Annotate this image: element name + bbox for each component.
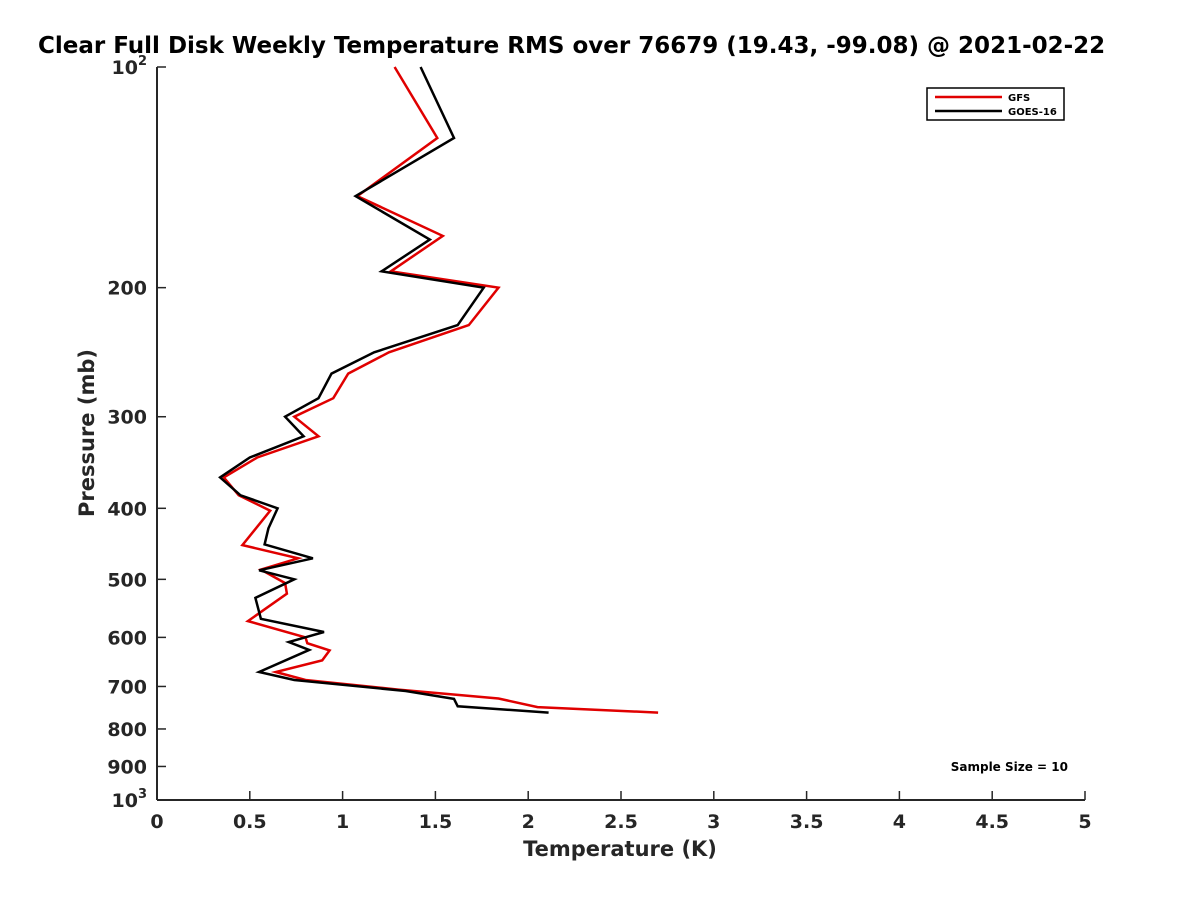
legend: GFS GOES-16 bbox=[926, 87, 1065, 121]
y-tick-label: 600 bbox=[107, 627, 147, 649]
x-axis-label: Temperature (K) bbox=[523, 837, 717, 861]
y-tick-label: 400 bbox=[107, 498, 147, 520]
x-tick-label: 3 bbox=[707, 811, 720, 833]
x-tick-label: 4.5 bbox=[975, 811, 1009, 833]
x-tick-label: 2.5 bbox=[604, 811, 638, 833]
y-tick-label: 700 bbox=[107, 676, 147, 698]
x-tick-label: 1.5 bbox=[419, 811, 453, 833]
x-tick-label: 0 bbox=[150, 811, 163, 833]
legend-label-goes16: GOES-16 bbox=[1008, 107, 1057, 118]
axes: 0 0.5 1 1.5 2 2.5 3 3.5 4 4.5 5 102 200 300 400 500 600 7… bbox=[107, 54, 1091, 833]
y-tick-label: 500 bbox=[107, 569, 147, 591]
chart-title: Clear Full Disk Weekly Temperature RMS o… bbox=[38, 33, 1105, 59]
y-tick-label: 800 bbox=[107, 719, 147, 741]
legend-label-gfs: GFS bbox=[1008, 93, 1030, 104]
y-tick-label: 103 bbox=[112, 787, 148, 812]
x-tick-label: 5 bbox=[1078, 811, 1091, 833]
x-tick-label: 3.5 bbox=[790, 811, 824, 833]
y-tick-label: 300 bbox=[107, 407, 147, 429]
x-tick-label: 1 bbox=[336, 811, 349, 833]
x-tick-label: 2 bbox=[522, 811, 535, 833]
x-tick-label: 4 bbox=[893, 811, 906, 833]
sample-size-annotation: Sample Size = 10 bbox=[951, 760, 1068, 774]
legend-box bbox=[926, 87, 1065, 121]
series-line-goes16 bbox=[218, 66, 549, 714]
x-tick-label: 0.5 bbox=[233, 811, 267, 833]
y-axis-label: Pressure (mb) bbox=[75, 349, 99, 517]
y-tick-label: 900 bbox=[107, 756, 147, 778]
series-line-gfs bbox=[221, 66, 659, 714]
y-tick-label: 102 bbox=[112, 54, 148, 79]
plot-area bbox=[218, 66, 659, 714]
y-tick-label: 200 bbox=[107, 278, 147, 300]
